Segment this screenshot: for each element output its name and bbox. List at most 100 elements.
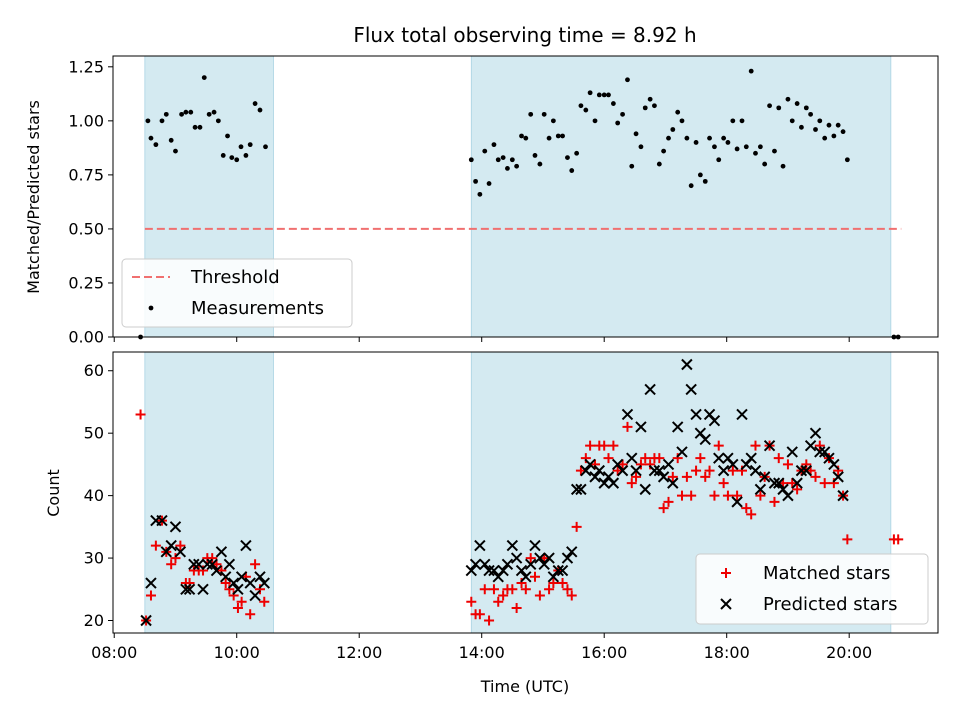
predicted-star-point [814, 446, 826, 458]
axes-frames [112, 55, 939, 634]
predicted-star-point [488, 564, 500, 577]
measurement-point [500, 155, 506, 160]
matched-star-point [814, 440, 825, 451]
predicted-star-point [731, 496, 743, 508]
measurement-point [468, 157, 474, 163]
measurement-point [243, 153, 249, 158]
predicted-star-point [520, 571, 532, 583]
measurement-point [606, 92, 611, 98]
measurement-point [753, 150, 758, 156]
measurement-point [555, 133, 561, 139]
predicted-star-point [736, 408, 748, 421]
predicted-star-point [727, 458, 739, 471]
measurement-point [519, 133, 524, 139]
matched-star-point [585, 440, 596, 451]
measurement-point [263, 144, 268, 150]
predicted-star-point [800, 464, 813, 477]
predicted-star-point [681, 358, 693, 371]
predicted-star-point [240, 539, 252, 552]
measurement-point [197, 124, 203, 130]
matched-star-point [667, 471, 678, 482]
matched-star-point [773, 453, 784, 464]
matched-star-point [663, 496, 674, 507]
measurement-point [234, 157, 240, 163]
predicted-star-point [465, 564, 478, 577]
predicted-star-point [791, 477, 803, 489]
matched-star-point [691, 465, 702, 476]
predicted-star-point [197, 583, 209, 595]
matched-star-point [640, 453, 651, 464]
predicted-star-point [745, 452, 757, 464]
matched-star-point [599, 440, 610, 451]
matched-star-point [520, 584, 531, 595]
measurement-point [799, 124, 804, 130]
matched-star-point [245, 609, 256, 620]
matched-star-point [557, 578, 568, 589]
predicted-star-point [690, 408, 702, 421]
measurement-point [725, 140, 731, 145]
measurement-point [772, 148, 777, 154]
predicted-star-point [223, 558, 236, 571]
predicted-star-point [580, 464, 592, 477]
measurement-point [491, 142, 497, 148]
measurement-point [826, 122, 832, 128]
matched-star-point [801, 459, 812, 470]
measurement-point [822, 135, 828, 141]
shaded-interval [144, 351, 274, 634]
predicted-star-point [165, 539, 177, 552]
legend-top [121, 258, 353, 328]
measurement-point [610, 101, 616, 106]
matched-star-point [769, 496, 780, 507]
measurement-point [596, 92, 602, 98]
matched-star-point [718, 478, 729, 489]
x-tick-label: 12:00 [336, 643, 382, 662]
matched-star-point [575, 465, 586, 476]
predicted-star-point [156, 514, 168, 527]
predicted-star-point [676, 446, 688, 458]
predicted-star-point [837, 489, 849, 502]
predicted-star-point [648, 464, 661, 477]
predicted-star-point [699, 433, 711, 446]
predicted-star-point [635, 421, 647, 433]
measurement-point [138, 334, 143, 340]
predicted-star-point [534, 552, 546, 564]
predicted-star-point [529, 539, 541, 552]
measurement-point [257, 107, 263, 113]
predicted-star-point [570, 483, 583, 496]
matched-star-point [488, 584, 499, 595]
x-tick-label: 10:00 [214, 643, 260, 662]
predicted-star-point [717, 464, 730, 477]
legends: Threshold Measurements Matched stars Predic… [121, 258, 929, 625]
matched-star-point [695, 453, 706, 464]
predicted-star-point [483, 564, 495, 577]
measurement-point [817, 118, 823, 124]
y-axis-label-top: Matched/Predicted stars [24, 100, 43, 294]
matched-star-point [709, 490, 720, 501]
measurement-point [712, 144, 717, 150]
predicted-star-point [201, 558, 214, 571]
measurement-point [163, 111, 169, 117]
predicted-star-point [210, 564, 223, 577]
y-tick-label: 30 [84, 549, 104, 568]
predicted-star-point [754, 483, 767, 496]
y-axis-label-bottom: Count [44, 469, 63, 517]
predicted-star-point [561, 552, 574, 564]
measurement-point [835, 122, 841, 128]
y-tick-label: 1.00 [68, 111, 104, 130]
predicted-star-point [193, 558, 205, 571]
measurement-point [789, 118, 795, 124]
predicted-star-point [145, 577, 157, 589]
measurement-point [238, 144, 244, 150]
measurement-point [684, 135, 690, 141]
y-tick-label: 40 [84, 486, 104, 505]
matched-star-point [479, 584, 490, 595]
measurement-point [638, 144, 644, 150]
measurement-point [891, 334, 897, 340]
legend-threshold-label: Threshold [190, 267, 280, 288]
matched-star-point [626, 478, 637, 489]
measurement-point [629, 163, 635, 169]
matched-star-point [792, 484, 803, 495]
matched-star-point [750, 440, 761, 451]
predicted-star-point [616, 464, 629, 477]
